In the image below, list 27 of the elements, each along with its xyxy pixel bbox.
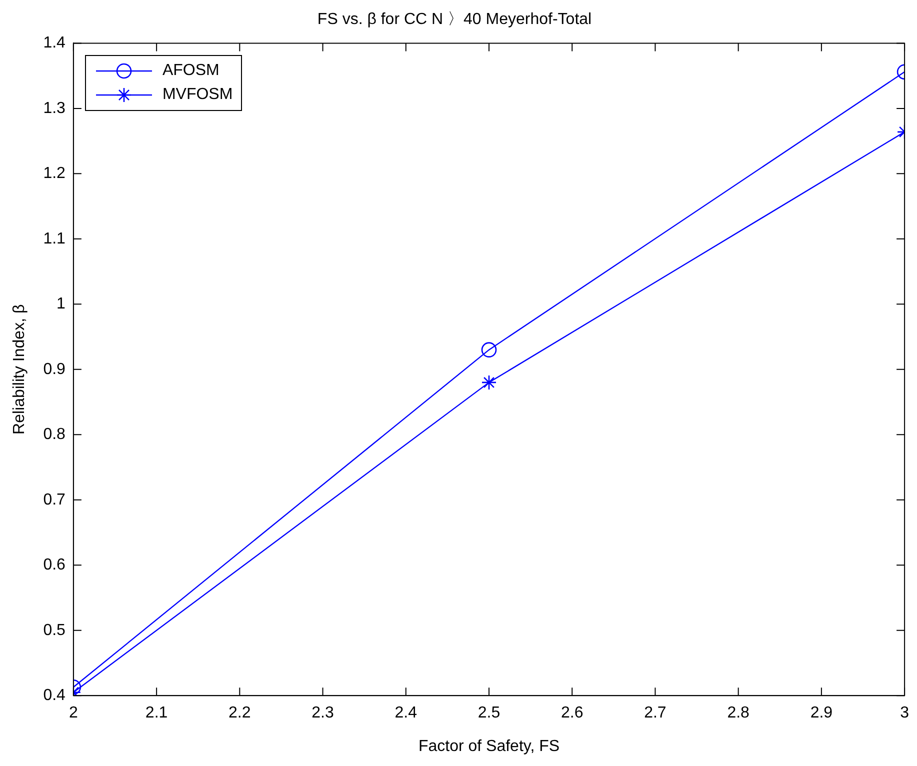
y-axis-title: Reliability Index, β (11, 304, 28, 434)
x-tick-label: 2.4 (394, 704, 418, 722)
legend-label: MVFOSM (162, 86, 233, 104)
y-tick-label: 0.9 (43, 360, 66, 378)
x-tick-label: 2.9 (810, 704, 833, 722)
y-tick-label: 0.8 (43, 426, 66, 444)
x-tick-label: 2.6 (560, 704, 584, 722)
y-tick-label: 1.4 (43, 34, 66, 52)
x-axis-title: Factor of Safety, FS (418, 738, 560, 755)
chart-title: FS vs. β for CC N 〉40 Meyerhof-Total (317, 11, 592, 28)
y-tick-label: 0.4 (43, 687, 66, 704)
x-tick-label: 2.8 (727, 704, 750, 722)
x-tick-label: 2.5 (478, 704, 500, 722)
x-tick-label: 2.3 (312, 704, 334, 722)
x-tick-label: 3 (900, 704, 910, 722)
y-tick-label: 1.1 (43, 230, 66, 248)
legend-label: AFOSM (162, 62, 220, 80)
x-tick-label: 2.1 (145, 704, 168, 722)
y-tick-label: 0.7 (43, 491, 66, 508)
x-tick-label: 2 (68, 704, 78, 722)
y-tick-label: 1.3 (43, 100, 66, 117)
x-tick-label: 2.7 (644, 704, 666, 722)
y-tick-label: 1 (56, 296, 66, 313)
y-tick-label: 1.2 (43, 165, 66, 182)
y-tick-label: 0.6 (43, 556, 66, 574)
x-tick-label: 2.2 (228, 704, 251, 722)
y-tick-label: 0.5 (43, 622, 66, 639)
